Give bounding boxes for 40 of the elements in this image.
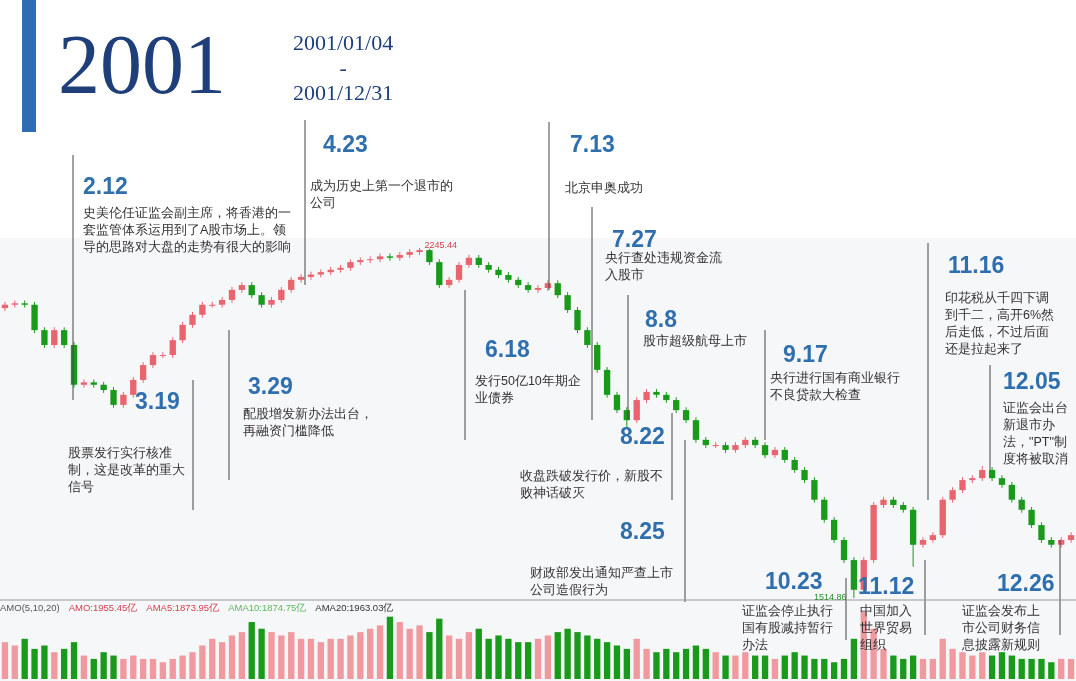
annotation: 9.17	[783, 341, 828, 368]
annotation: 12.05	[1003, 368, 1061, 395]
text: 成为历史上第一个退市的公司	[310, 178, 454, 212]
text: 北京申奥成功	[565, 180, 644, 197]
annotation: 证监会发布上市公司财务信息披露新规则	[962, 603, 1041, 654]
annotation: 财政部发出通知严查上市公司造假行为	[530, 565, 674, 599]
annotation: AMA10:1874.75亿	[228, 602, 307, 615]
chart-title: 2001	[58, 17, 226, 113]
annotation: 印花税从千四下调到千二，高开6%然后走低，不过后面还是拉起来了	[945, 290, 1055, 358]
text: 4.23	[323, 131, 368, 158]
annotation: AMO(5,10,20)	[0, 602, 60, 615]
annotation: 央行进行国有商业银行不良贷款大检查	[770, 370, 901, 404]
annotation: 1514.86	[813, 592, 847, 602]
annotation: 发行50亿10年期企业债券	[475, 373, 582, 407]
annotation: 配股增发新办法出台，再融资门槛降低	[243, 406, 374, 440]
annotation: 央行查处违规资金流入股市	[605, 250, 723, 284]
annotation: 12.26	[997, 570, 1055, 597]
annotation: 8.8	[645, 306, 677, 333]
text: 2.12	[83, 173, 128, 200]
annotation: 2245.44	[424, 240, 458, 250]
annotation: AMA20:1963.03亿	[315, 602, 394, 615]
annotation: 6.18	[485, 336, 530, 363]
annotation: 8.25	[620, 518, 665, 545]
annotation: AMO:1955.45亿	[68, 602, 138, 615]
annotation: AMA5:1873.95亿	[146, 602, 220, 615]
annotation: 证监会出台新退市办法，"PT"制度将被取消	[1003, 400, 1069, 468]
annotation: 7.27	[612, 226, 657, 252]
annotation: 中国加入世界贸易组织	[860, 603, 913, 654]
annotation: 股市超级航母上市	[643, 333, 748, 350]
annotation: 3.19	[135, 388, 180, 415]
annotation: 股票发行实行核准制，这是改革的重大信号	[68, 445, 186, 496]
annotation: 史美伦任证监会副主席，将香港的一套监管体系运用到了A股市场上。领导的思路对大盘的走势有很大的影响	[83, 205, 292, 256]
annotation: 8.22	[620, 423, 665, 450]
annotation: 10.23	[765, 568, 823, 594]
annotation: 3.29	[248, 373, 293, 400]
annotation: 证监会停止执行国有股减持暂行办法	[742, 603, 834, 654]
annotation: 收盘跌破发行价，新股不败神话破灭	[520, 468, 664, 502]
annotation: 11.16	[948, 252, 1005, 279]
chart-subtitle: 2001/01/04 - 2001/12/31	[293, 30, 394, 105]
text: 7.13	[570, 131, 615, 158]
